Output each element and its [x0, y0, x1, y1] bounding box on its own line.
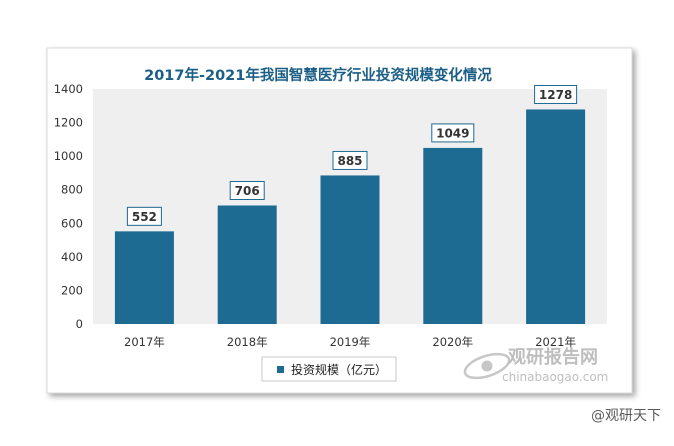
data-label-box [126, 206, 162, 226]
data-label: 706 [235, 184, 260, 198]
y-tick-label: 800 [61, 183, 83, 197]
y-tick-label: 200 [61, 283, 83, 297]
bar [526, 109, 586, 324]
data-label: 1049 [436, 126, 469, 140]
y-tick-label: 600 [61, 216, 83, 230]
y-tick-label: 1000 [54, 149, 83, 163]
bar [320, 175, 380, 324]
bar [423, 147, 483, 324]
bar [217, 205, 277, 324]
data-label-box [332, 150, 368, 170]
x-tick-label: 2018年 [227, 335, 268, 349]
x-axis: 2017年 2018年 2019年 2020年 2021年 [124, 335, 576, 349]
x-tick-label: 2021年 [535, 335, 576, 349]
x-tick-label: 2017年 [124, 335, 165, 349]
data-label-box [534, 84, 578, 104]
y-tick-label: 0 [76, 317, 83, 331]
y-axis: 0 200 400 600 800 1000 1200 1400 [54, 82, 83, 331]
data-labels-group: 552 706 885 1049 1278 [126, 84, 578, 226]
legend-swatch [277, 366, 284, 373]
y-tick-label: 1400 [54, 82, 83, 96]
eye-logo-icon [463, 352, 511, 380]
watermark-brand: 观研报告网 [508, 346, 598, 368]
legend: 投资规模（亿元） [261, 356, 397, 382]
corner-watermark: @观研天下 [591, 408, 661, 424]
bars-group [114, 109, 586, 324]
y-tick-label: 400 [61, 250, 83, 264]
bar [114, 231, 174, 324]
watermark-url: chinabaogao.com [502, 370, 608, 384]
legend-label: 投资规模（亿元） [291, 362, 387, 377]
legend-box [261, 356, 397, 382]
x-tick-label: 2020年 [432, 335, 473, 349]
data-label-box [229, 180, 265, 200]
data-label: 885 [337, 154, 362, 168]
y-tick-label: 1200 [54, 116, 83, 130]
x-tick-label: 2019年 [330, 335, 371, 349]
data-label: 1278 [539, 88, 572, 102]
watermark-logo: 观研报告网 chinabaogao.com [463, 346, 608, 384]
data-label: 552 [132, 210, 157, 224]
data-label-box [431, 123, 475, 143]
chart-title: 2017年-2021年我国智慧医疗行业投资规模变化情况 [144, 66, 492, 84]
